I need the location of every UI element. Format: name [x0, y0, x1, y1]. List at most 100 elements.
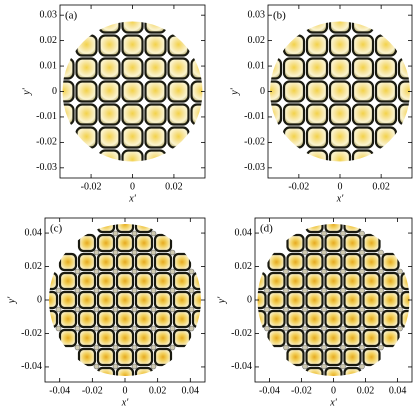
x-tick-label: 0 — [123, 385, 128, 396]
small-spot — [359, 306, 365, 313]
y-tick-label: 0 — [52, 86, 57, 97]
spot — [121, 149, 144, 162]
spot — [172, 328, 192, 348]
spot — [77, 328, 97, 348]
small-spot — [359, 268, 365, 275]
x-tick-label: -0.04 — [259, 385, 280, 396]
y-axis-label: y' — [6, 296, 17, 304]
spot — [286, 271, 305, 291]
x-tick-label: 0 — [338, 181, 343, 192]
small-spot — [169, 287, 176, 294]
spot — [144, 21, 167, 34]
spot — [172, 252, 192, 272]
spot — [98, 21, 121, 34]
spot — [400, 271, 410, 291]
spot — [282, 57, 306, 80]
small-spot — [340, 287, 346, 294]
y-tick-label: 0 — [247, 294, 252, 305]
x-tick-label: -0.04 — [49, 385, 70, 396]
pattern — [62, 21, 203, 162]
x-tick-label: 0.02 — [165, 181, 183, 192]
spot — [381, 309, 400, 329]
y-tick-label: -0.03 — [244, 162, 265, 173]
small-spot — [169, 363, 176, 370]
small-spot — [74, 268, 81, 275]
spot — [96, 271, 116, 291]
y-tick-label: -0.02 — [244, 137, 265, 148]
spot — [343, 271, 362, 291]
spot — [98, 103, 121, 126]
spot — [167, 57, 190, 80]
small-spot — [283, 325, 289, 332]
spot — [397, 103, 410, 126]
spot — [77, 309, 97, 329]
spot — [305, 252, 324, 272]
y-tick-label: -0.03 — [36, 162, 57, 173]
x-tick-label: -0.02 — [82, 385, 103, 396]
y-axis-label: y' — [229, 87, 240, 95]
x-axis-label: x' — [329, 397, 337, 408]
small-spot — [112, 363, 119, 370]
y-tick-label: -0.04 — [231, 361, 252, 372]
small-spot — [341, 383, 346, 388]
spot — [77, 271, 97, 291]
spot — [257, 290, 267, 310]
x-axis-label: x' — [336, 193, 344, 204]
spot — [282, 103, 306, 126]
small-spot — [359, 230, 365, 237]
spot — [362, 233, 381, 253]
small-spot — [359, 344, 365, 351]
spot — [167, 80, 190, 103]
spot — [324, 347, 343, 367]
small-spot — [131, 363, 138, 370]
spot — [328, 80, 352, 103]
small-spot — [264, 306, 270, 313]
spot — [305, 80, 329, 103]
y-tick-label: -0.04 — [21, 361, 42, 372]
spot — [305, 290, 324, 310]
small-spot — [264, 325, 270, 332]
small-spot — [397, 306, 403, 313]
small-spot — [340, 268, 346, 275]
spot — [324, 224, 343, 234]
spot — [343, 290, 362, 310]
spot — [144, 126, 167, 149]
small-spot — [378, 287, 384, 294]
small-spot — [283, 287, 289, 294]
small-spot — [378, 249, 384, 256]
small-spot — [340, 363, 346, 370]
spot — [98, 126, 121, 149]
small-spot — [112, 268, 119, 275]
spot — [153, 347, 173, 367]
small-spot — [208, 307, 213, 312]
y-tick-label: -0.02 — [21, 328, 42, 339]
panel-label: (d) — [260, 223, 273, 235]
spot — [77, 347, 97, 367]
spot — [324, 366, 343, 376]
panel-label: (b) — [273, 10, 286, 22]
spot — [191, 271, 201, 291]
spot — [96, 366, 116, 376]
small-spot — [188, 287, 195, 294]
spot — [305, 57, 329, 80]
small-spot — [321, 344, 327, 351]
spot — [115, 271, 135, 291]
spot — [381, 252, 400, 272]
spot — [144, 103, 167, 126]
small-spot — [113, 383, 118, 388]
small-spot — [397, 287, 403, 294]
spot — [167, 126, 190, 149]
spot — [374, 126, 398, 149]
spot — [343, 309, 362, 329]
small-spot — [93, 268, 100, 275]
spot — [98, 34, 121, 57]
spot — [351, 57, 375, 80]
spot — [190, 57, 203, 80]
small-spot — [378, 325, 384, 332]
y-tick-label: -0.01 — [36, 111, 57, 122]
y-tick-label: 0.03 — [40, 9, 58, 20]
small-spot — [321, 287, 327, 294]
panel-label: (c) — [50, 223, 63, 235]
small-spot — [302, 287, 308, 294]
